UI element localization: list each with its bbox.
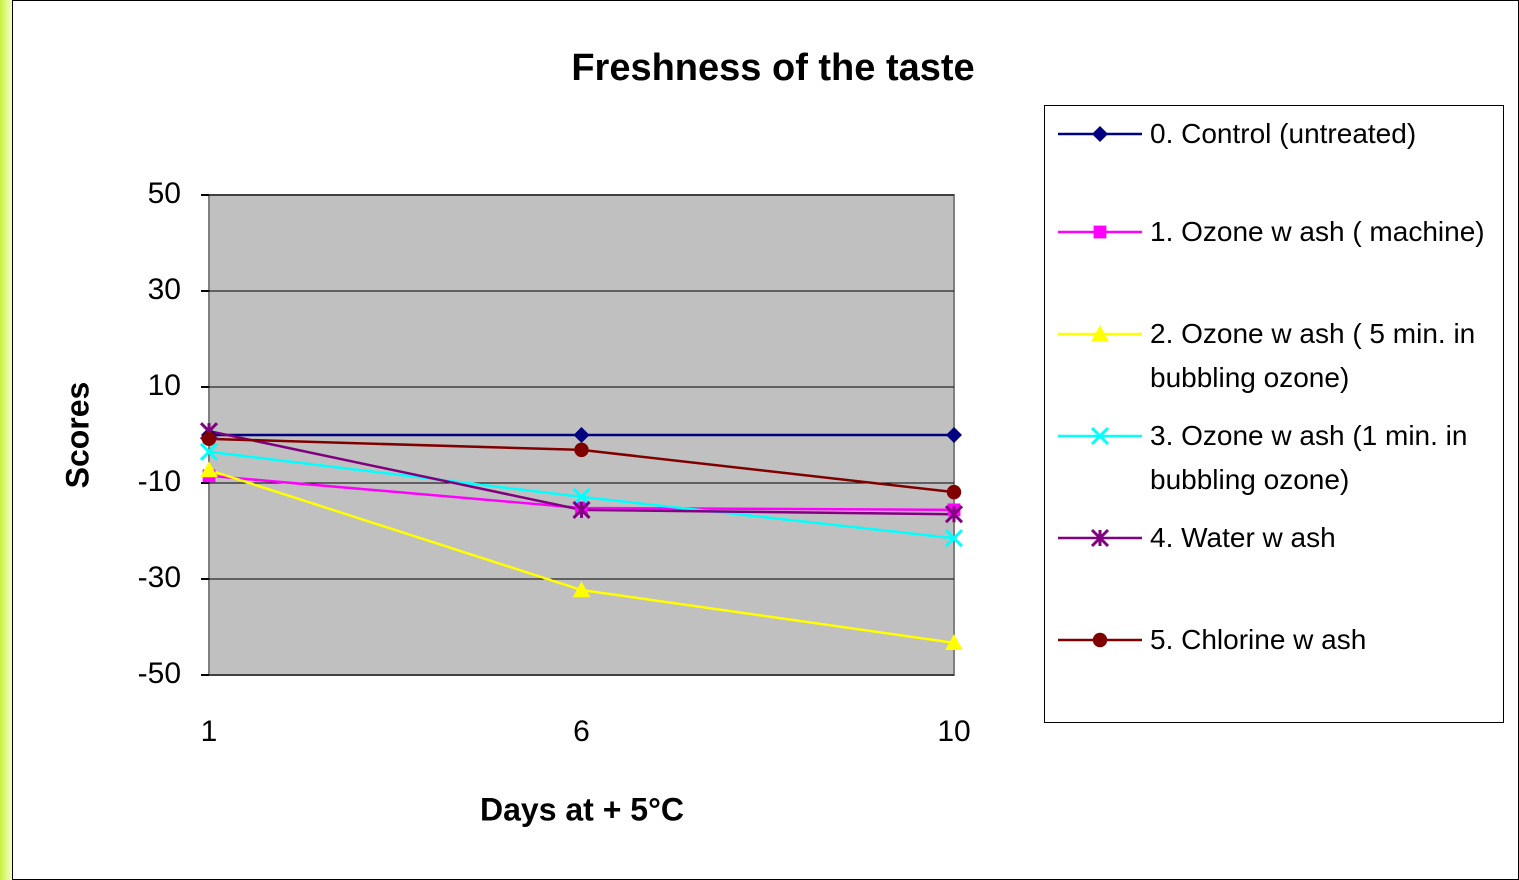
legend: [1044, 105, 1504, 723]
y-axis-title: Scores: [59, 382, 95, 489]
chart-title: Freshness of the taste: [571, 47, 974, 89]
data-point: [944, 529, 964, 548]
legend-label: 5. Chlorine w ash: [1150, 624, 1367, 655]
legend-label: 0. Control (untreated): [1150, 118, 1417, 149]
y-tick-label: -10: [138, 465, 181, 498]
legend-label: 3. Ozone w ash (1 min. in bubbling ozone…: [1150, 420, 1468, 495]
x-tick-label: 6: [573, 715, 590, 748]
data-point: [572, 487, 591, 506]
data-point: [574, 442, 589, 458]
data-point: [201, 431, 217, 447]
legend-marker: [1090, 426, 1110, 446]
data-point: [573, 427, 590, 443]
legend-marker: [1092, 632, 1108, 648]
data-point: [945, 634, 963, 651]
x-axis-title: Days at + 5°C: [480, 791, 684, 827]
data-point: [946, 427, 962, 443]
legend-label: 4. Water w ash: [1150, 522, 1336, 553]
y-tick-label: -50: [138, 657, 181, 690]
legend-label: 2. Ozone w ash ( 5 min. in bubbling ozon…: [1150, 318, 1476, 393]
legend-marker: [1090, 528, 1110, 548]
x-tick-label: 10: [937, 715, 970, 748]
data-point: [572, 581, 591, 598]
data-point: [199, 442, 219, 461]
data-point: [946, 484, 962, 500]
edge: [0, 0, 12, 880]
data-point: [200, 461, 218, 478]
y-tick-label: 30: [148, 273, 181, 306]
y-tick-label: 10: [148, 369, 181, 402]
data-point: [944, 505, 964, 524]
legend-marker: [1093, 225, 1107, 239]
y-tick-label: -30: [138, 561, 181, 594]
legend-marker: [1092, 126, 1108, 142]
data-point: [572, 500, 591, 519]
legend-label: 1. Ozone w ash ( machine): [1150, 216, 1485, 247]
y-tick-label: 50: [148, 177, 181, 210]
x-tick-label: 1: [201, 715, 218, 748]
legend-marker: [1091, 325, 1109, 342]
